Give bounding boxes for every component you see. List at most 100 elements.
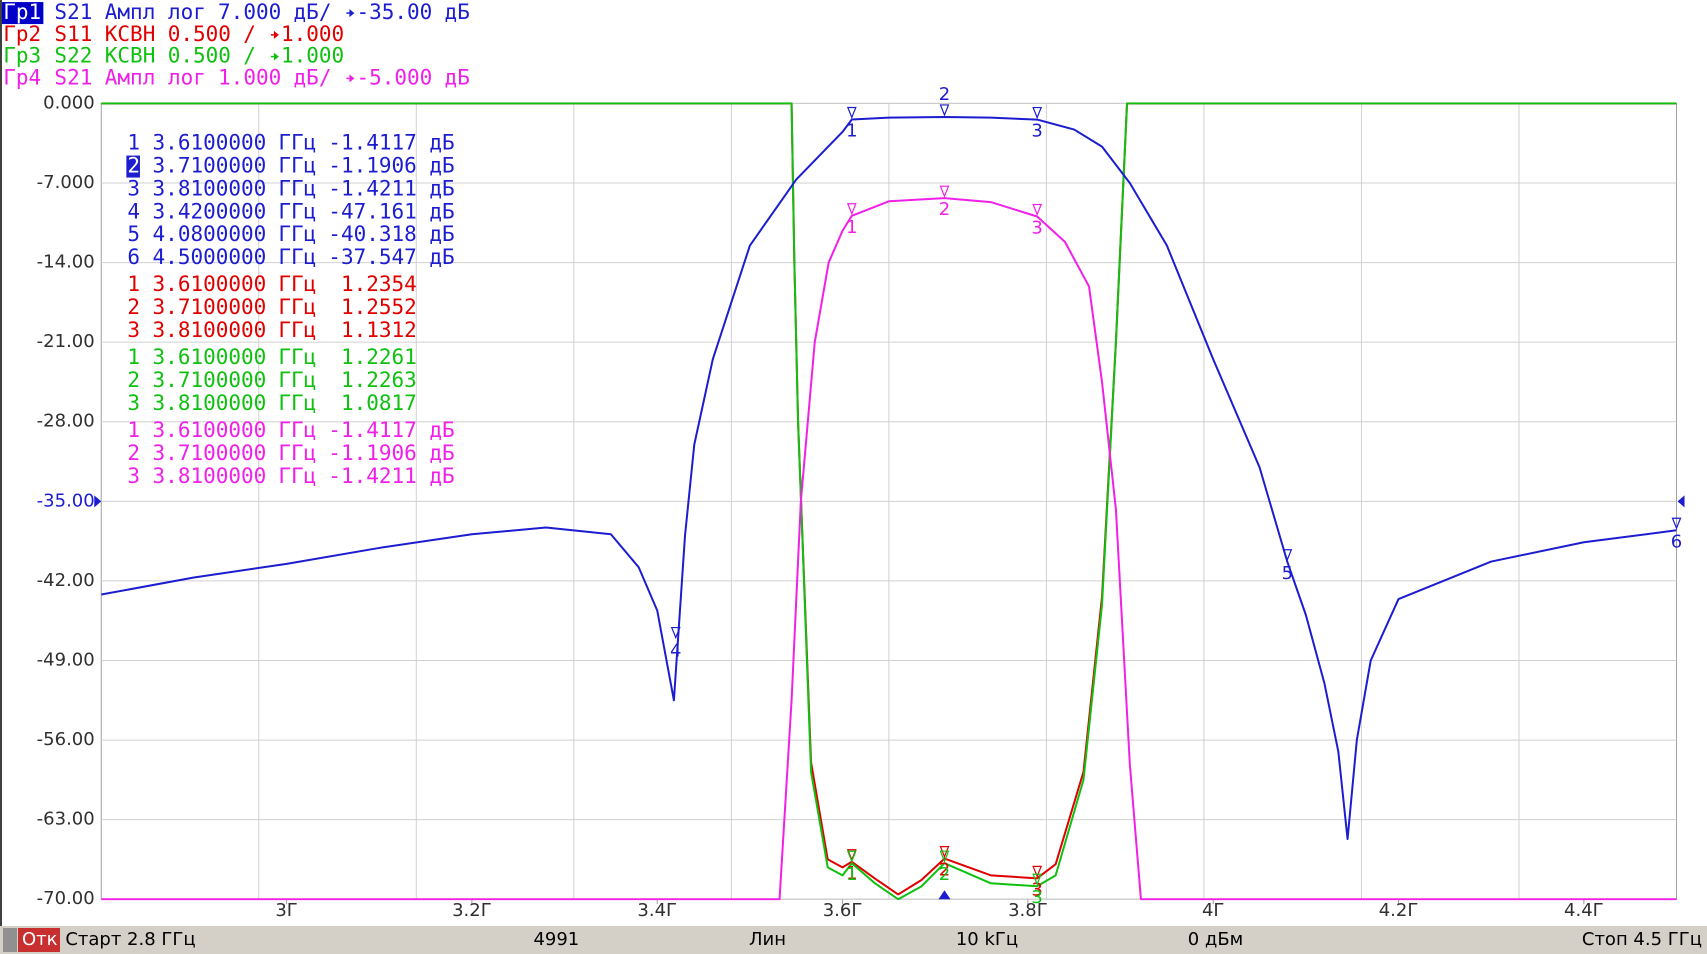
trace-setting: дБ <box>445 65 470 89</box>
marker-freq: 3.7100000 <box>153 368 267 392</box>
marker-freq-unit: ГГц <box>278 295 316 319</box>
marker-freq-unit: ГГц <box>278 245 316 269</box>
marker-freq-unit: ГГц <box>278 441 316 465</box>
marker-num: 3 <box>127 464 140 488</box>
marker-num: 3 <box>127 391 140 415</box>
trace-setting: S21 <box>54 0 92 24</box>
marker-symbol <box>846 850 857 863</box>
trace-name-highlight <box>2 2 44 25</box>
marker-freq-unit: ГГц <box>278 391 316 415</box>
x-tick-label: 3.6Г <box>823 900 863 921</box>
marker-num: 2 <box>127 154 140 178</box>
trace-setting: / <box>243 22 256 46</box>
marker-symbol <box>1671 517 1682 530</box>
marker-freq-unit: ГГц <box>278 272 316 296</box>
x-tick-label: 4.2Г <box>1379 900 1419 921</box>
marker-value-unit: дБ <box>429 131 454 155</box>
trace-line <box>101 102 1677 901</box>
marker-value-unit: дБ <box>429 154 454 178</box>
x-tick-label: 3.4Г <box>637 900 677 921</box>
marker-freq-unit: ГГц <box>278 345 316 369</box>
ref-arrow <box>349 9 355 18</box>
marker-value: -1.4211 <box>328 176 417 200</box>
marker-number: 2 <box>939 84 950 105</box>
marker-number: 2 <box>939 199 950 220</box>
ref-arrow <box>273 52 279 61</box>
marker-value: -1.1906 <box>328 154 417 178</box>
trace-line <box>101 197 1677 901</box>
marker-freq-unit: ГГц <box>278 464 316 488</box>
marker-value: -1.4117 <box>328 418 417 442</box>
status-ifbw: 10 kГц <box>956 929 1018 950</box>
trace-setting: 1.000 <box>281 44 344 68</box>
status-bar <box>0 926 1707 954</box>
marker-freq: 4.5000000 <box>153 245 267 269</box>
x-tick-label: 4Г <box>1202 900 1224 921</box>
marker-num: 6 <box>127 245 140 269</box>
trace-setting: дБ <box>445 0 470 24</box>
marker-value-unit: дБ <box>429 222 454 246</box>
active-marker-indicator <box>938 890 951 900</box>
marker-freq: 3.8100000 <box>153 391 267 415</box>
trace-setting: 1.000 <box>218 65 281 89</box>
active-marker-highlight <box>126 155 140 178</box>
marker-freq: 3.6100000 <box>153 131 267 155</box>
marker-number: 4 <box>670 641 681 662</box>
status-sweep: Лин <box>749 929 786 950</box>
marker-number: 2 <box>939 864 950 885</box>
trace-name: Гр3 <box>3 44 41 68</box>
marker-freq-unit: ГГц <box>278 199 316 223</box>
marker-value: 1.1312 <box>341 318 417 342</box>
marker-number: 2 <box>939 860 950 881</box>
marker-freq-unit: ГГц <box>278 131 316 155</box>
trace-setting: S22 <box>54 44 92 68</box>
x-tick-label: 4.4Г <box>1564 900 1604 921</box>
trace-setting: Ампл лог <box>105 65 206 89</box>
marker-value: -1.4117 <box>328 131 417 155</box>
marker-freq-unit: ГГц <box>278 176 316 200</box>
marker-symbol <box>939 104 950 117</box>
marker-freq: 3.6100000 <box>153 345 267 369</box>
ref-indicator <box>94 495 102 508</box>
trace-setting: S11 <box>54 22 92 46</box>
ref-indicator <box>1677 495 1685 508</box>
trace-setting: S21 <box>54 65 92 89</box>
marker-value: -1.1906 <box>328 441 417 465</box>
marker-symbol <box>1032 203 1043 217</box>
marker-freq-unit: ГГц <box>278 368 316 392</box>
marker-num: 2 <box>127 368 140 392</box>
marker-number: 5 <box>1282 563 1293 584</box>
marker-freq-unit: ГГц <box>278 318 316 342</box>
y-tick-label: -14.00 <box>37 252 95 273</box>
marker-freq-unit: ГГц <box>278 154 316 178</box>
marker-symbol <box>846 203 857 216</box>
marker-freq: 3.8100000 <box>153 318 267 342</box>
marker-value-unit: дБ <box>429 441 454 465</box>
x-tick-label: 3.8Г <box>1008 900 1048 921</box>
marker-freq-unit: ГГц <box>278 222 316 246</box>
y-tick-label: -35.00 <box>37 490 95 511</box>
marker-freq: 3.6100000 <box>153 418 267 442</box>
marker-freq: 3.6100000 <box>153 272 267 296</box>
marker-value-unit: дБ <box>429 176 454 200</box>
status-mode: Отк <box>22 929 58 950</box>
trace-setting: 0.500 <box>168 44 231 68</box>
marker-num: 1 <box>127 131 140 155</box>
trace-setting: 7.000 <box>218 0 281 24</box>
marker-value: 1.2261 <box>341 345 417 369</box>
marker-value: 1.2354 <box>341 272 417 296</box>
marker-num: 1 <box>127 418 140 442</box>
trace-line <box>101 115 1677 840</box>
marker-value-unit: дБ <box>429 464 454 488</box>
y-tick-label: -49.00 <box>37 649 95 670</box>
marker-symbol <box>846 106 857 120</box>
y-tick-label: -56.00 <box>37 729 95 750</box>
marker-num: 3 <box>127 176 140 200</box>
status-mode-box <box>18 928 60 952</box>
marker-number: 3 <box>1031 218 1042 239</box>
marker-num: 2 <box>127 441 140 465</box>
marker-num: 1 <box>127 272 140 296</box>
trace-setting: / <box>243 44 256 68</box>
marker-value: 1.2263 <box>341 368 417 392</box>
